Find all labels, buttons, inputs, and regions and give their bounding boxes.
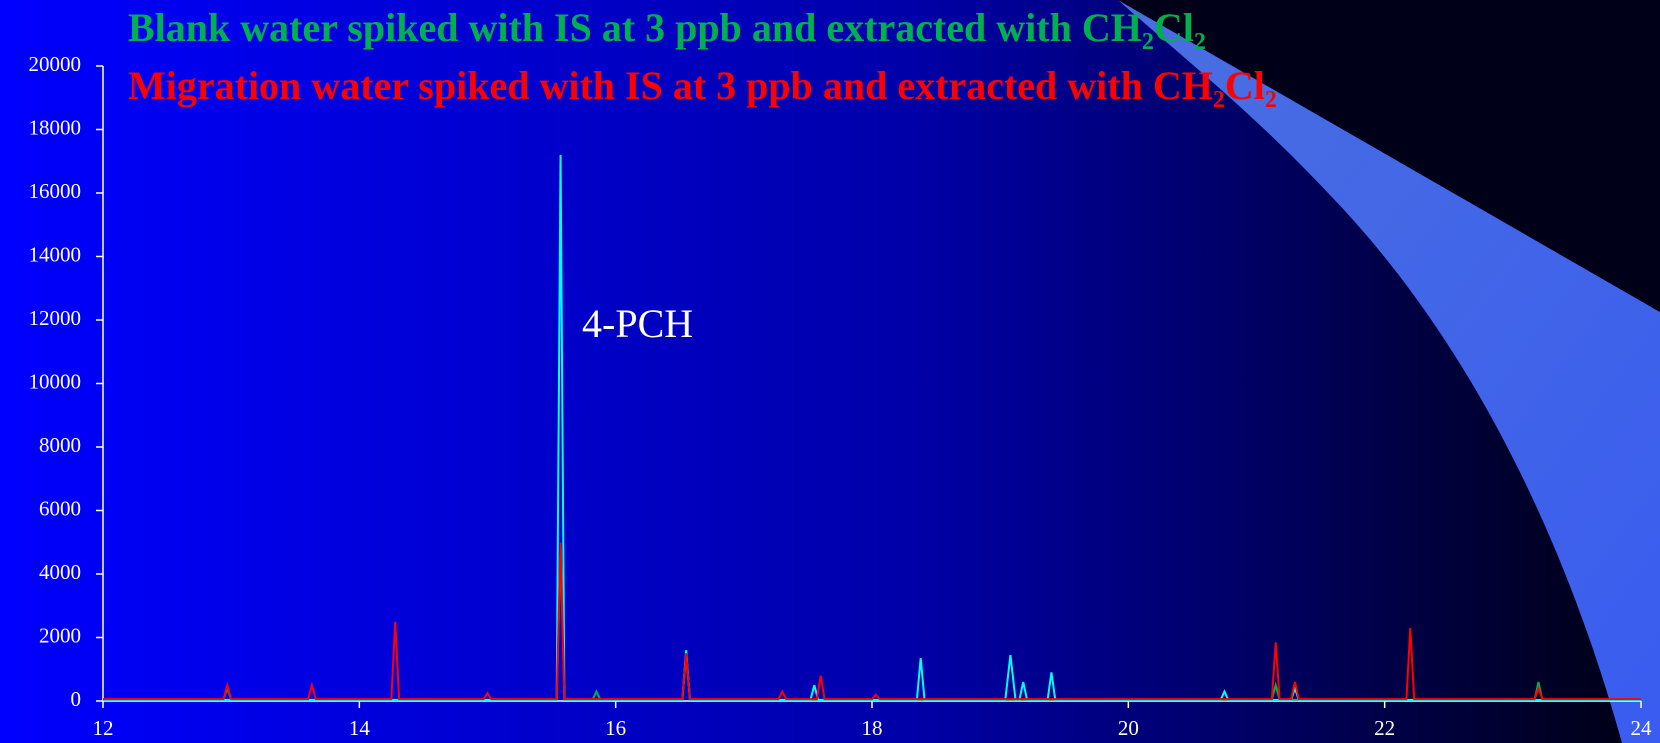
x-tick-label: 18 [862, 716, 883, 740]
decor-swoosh [1118, 0, 1660, 743]
x-tick-label: 12 [93, 716, 114, 740]
y-tick-label: 6000 [39, 496, 81, 520]
y-tick-label: 0 [71, 687, 82, 711]
y-tick-label: 20000 [29, 52, 82, 76]
x-tick-label: 24 [1631, 716, 1653, 740]
y-tick-label: 18000 [29, 115, 82, 139]
y-tick-label: 12000 [29, 306, 82, 330]
legend-title: Blank water spiked with IS at 3 ppb and … [128, 5, 1206, 50]
y-tick-label: 16000 [29, 179, 82, 203]
decor-corner [1118, 0, 1660, 312]
x-tick-label: 14 [349, 716, 371, 740]
annotation: 4-PCH [582, 301, 693, 346]
y-tick-label: 2000 [39, 623, 81, 647]
y-tick-label: 8000 [39, 433, 81, 457]
x-tick-label: 16 [605, 716, 626, 740]
x-tick-label: 22 [1374, 716, 1395, 740]
series-line [103, 542, 1641, 701]
y-tick-label: 10000 [29, 369, 82, 393]
legend-title: Migration water spiked with IS at 3 ppb … [128, 63, 1277, 108]
x-tick-label: 20 [1118, 716, 1139, 740]
y-tick-label: 14000 [29, 242, 82, 266]
y-tick-label: 4000 [39, 560, 81, 584]
